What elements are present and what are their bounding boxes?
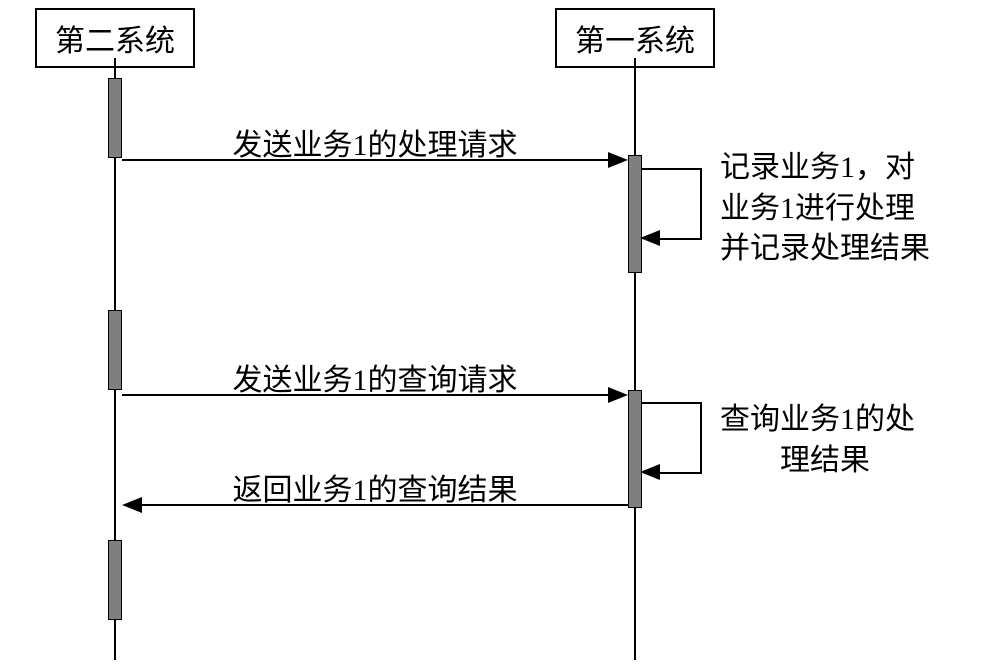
activation-p1-2 bbox=[628, 390, 642, 508]
activation-p1-1 bbox=[628, 155, 642, 273]
self-message-line bbox=[700, 168, 702, 238]
note-line: 记录业务1，对 bbox=[720, 151, 915, 184]
activation-p2-1 bbox=[108, 78, 122, 158]
message-label: 发送业务1的查询请求 bbox=[175, 355, 575, 399]
sequence-diagram: 第二系统 第一系统 发送业务1的处理请求 记录业务1，对 业务1进行处理 并记录… bbox=[0, 0, 1000, 666]
note-line: 并记录处理结果 bbox=[720, 232, 930, 265]
arrowhead-left-icon bbox=[640, 464, 660, 480]
arrowhead-left-icon bbox=[640, 230, 660, 246]
note-line: 查询业务1的处 bbox=[720, 403, 915, 436]
arrowhead-left-icon bbox=[122, 497, 142, 513]
note-line: 理结果 bbox=[720, 441, 930, 482]
arrowhead-right-icon bbox=[608, 152, 628, 168]
self-message-line bbox=[656, 238, 702, 240]
message-line bbox=[122, 394, 612, 396]
participant-label: 第二系统 bbox=[55, 25, 175, 58]
activation-p2-2 bbox=[108, 310, 122, 390]
message-line bbox=[122, 159, 612, 161]
self-message-note: 记录业务1，对 业务1进行处理 并记录处理结果 bbox=[720, 148, 930, 270]
message-label: 返回业务1的查询结果 bbox=[175, 465, 575, 509]
message-line bbox=[138, 504, 628, 506]
lifeline-p1 bbox=[634, 58, 636, 660]
self-message-line bbox=[642, 168, 702, 170]
participant-label: 第一系统 bbox=[575, 25, 695, 58]
self-message-line bbox=[642, 402, 702, 404]
arrowhead-right-icon bbox=[608, 387, 628, 403]
self-message-note: 查询业务1的处 理结果 bbox=[720, 400, 930, 481]
activation-p2-3 bbox=[108, 540, 122, 620]
note-line: 业务1进行处理 bbox=[720, 192, 915, 225]
self-message-line bbox=[656, 472, 702, 474]
self-message-line bbox=[700, 402, 702, 472]
message-label: 发送业务1的处理请求 bbox=[175, 120, 575, 164]
